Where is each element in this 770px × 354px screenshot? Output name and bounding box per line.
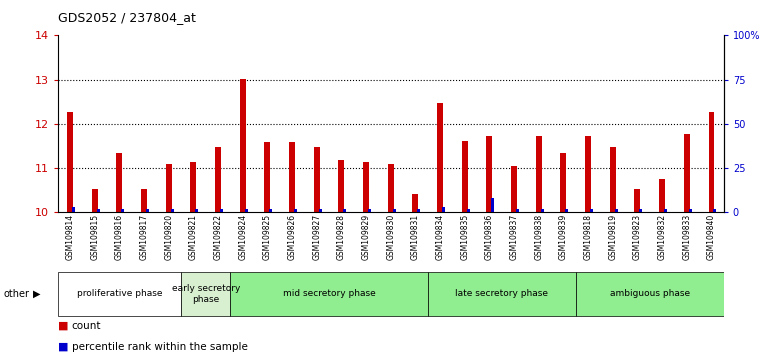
Bar bbox=[511, 166, 517, 212]
Bar bbox=[684, 134, 690, 212]
Bar bbox=[294, 209, 297, 212]
FancyBboxPatch shape bbox=[428, 272, 576, 316]
Bar bbox=[264, 143, 270, 212]
Bar bbox=[714, 209, 716, 212]
Bar bbox=[585, 136, 591, 212]
Bar bbox=[442, 207, 445, 212]
Bar bbox=[614, 209, 618, 212]
Text: late secretory phase: late secretory phase bbox=[455, 289, 548, 298]
Text: ambiguous phase: ambiguous phase bbox=[610, 289, 690, 298]
Bar bbox=[314, 147, 320, 212]
FancyBboxPatch shape bbox=[181, 272, 230, 316]
Bar bbox=[343, 209, 346, 212]
Bar bbox=[664, 209, 667, 212]
Text: mid secretory phase: mid secretory phase bbox=[283, 289, 376, 298]
Bar bbox=[215, 147, 221, 212]
Bar bbox=[190, 161, 196, 212]
Bar bbox=[67, 112, 73, 212]
FancyBboxPatch shape bbox=[58, 272, 181, 316]
Bar bbox=[141, 189, 147, 212]
Bar bbox=[393, 209, 396, 212]
Bar bbox=[610, 147, 616, 212]
FancyBboxPatch shape bbox=[230, 272, 428, 316]
Bar bbox=[388, 164, 393, 212]
Bar bbox=[239, 79, 246, 212]
Bar bbox=[122, 209, 124, 212]
Bar bbox=[290, 143, 295, 212]
Text: GDS2052 / 237804_at: GDS2052 / 237804_at bbox=[58, 11, 196, 24]
Bar bbox=[166, 164, 172, 212]
Text: ■: ■ bbox=[58, 342, 69, 352]
Bar bbox=[319, 209, 322, 212]
Bar bbox=[417, 209, 420, 212]
Bar bbox=[467, 209, 470, 212]
Bar bbox=[413, 194, 418, 212]
Bar bbox=[97, 209, 99, 212]
Text: early secretory
phase: early secretory phase bbox=[172, 284, 240, 303]
Bar bbox=[116, 153, 122, 212]
Text: ■: ■ bbox=[58, 321, 69, 331]
Bar bbox=[146, 209, 149, 212]
Text: percentile rank within the sample: percentile rank within the sample bbox=[72, 342, 247, 352]
Bar bbox=[536, 136, 542, 212]
Bar bbox=[541, 209, 544, 212]
Bar bbox=[171, 209, 174, 212]
Text: proliferative phase: proliferative phase bbox=[77, 289, 162, 298]
Bar bbox=[270, 209, 273, 212]
Bar bbox=[689, 209, 691, 212]
Bar bbox=[196, 209, 199, 212]
Bar bbox=[708, 112, 715, 212]
Bar bbox=[487, 136, 492, 212]
Bar bbox=[659, 179, 665, 212]
FancyBboxPatch shape bbox=[576, 272, 724, 316]
Text: ▶: ▶ bbox=[33, 289, 41, 299]
Bar bbox=[491, 198, 494, 212]
Bar bbox=[220, 209, 223, 212]
Text: other: other bbox=[4, 289, 30, 299]
Bar bbox=[565, 209, 568, 212]
Bar bbox=[462, 141, 467, 212]
Text: count: count bbox=[72, 321, 101, 331]
Bar bbox=[634, 189, 641, 212]
Bar bbox=[639, 209, 642, 212]
Bar bbox=[92, 189, 98, 212]
Bar bbox=[72, 207, 75, 212]
Bar bbox=[590, 209, 593, 212]
Bar bbox=[363, 162, 369, 212]
Bar bbox=[561, 153, 567, 212]
Bar bbox=[437, 103, 443, 212]
Bar bbox=[516, 209, 519, 212]
Bar bbox=[368, 209, 371, 212]
Bar bbox=[339, 160, 344, 212]
Bar bbox=[245, 209, 248, 212]
